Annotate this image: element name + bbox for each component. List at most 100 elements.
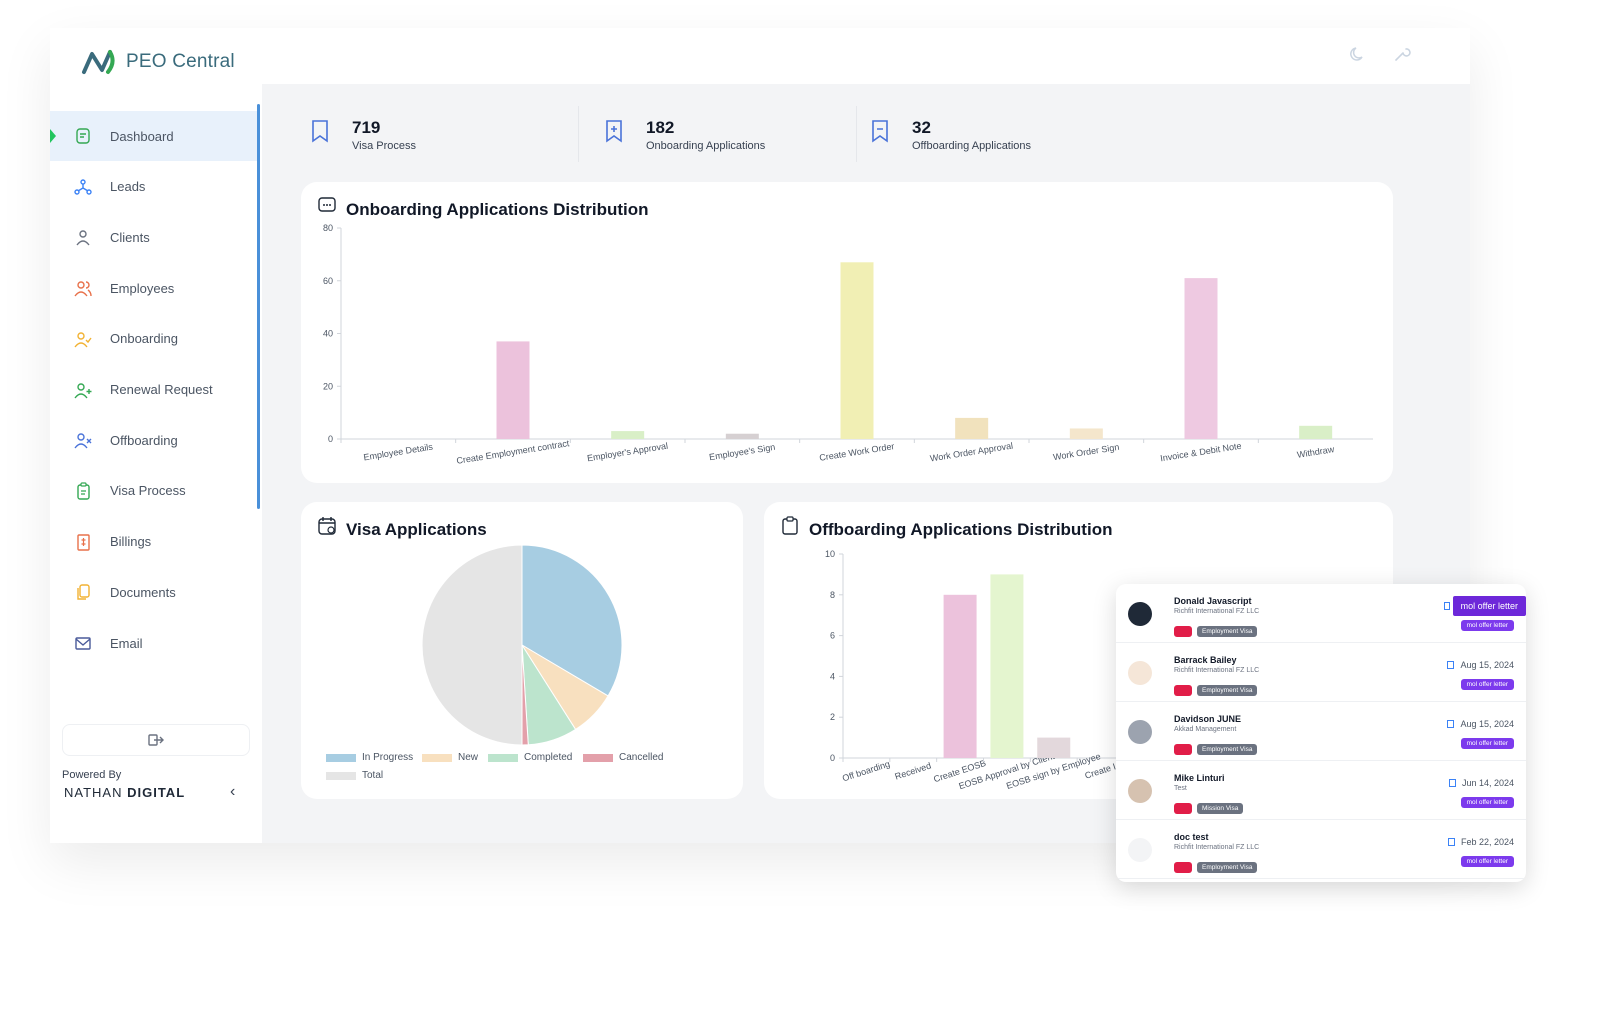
- stat-label: Onboarding Applications: [646, 140, 766, 152]
- wrench-icon[interactable]: [1392, 44, 1412, 64]
- calendar-icon: [1447, 720, 1455, 728]
- bar[interactable]: [725, 433, 759, 439]
- bar[interactable]: [990, 574, 1024, 758]
- status-badge[interactable]: mol offer letter: [1460, 620, 1514, 631]
- sidebar-item-leads[interactable]: Leads: [50, 162, 257, 212]
- status-badge[interactable]: mol offer letter: [1460, 738, 1514, 749]
- legend-label: New: [458, 752, 479, 763]
- bar[interactable]: [496, 341, 530, 439]
- collapse-sidebar-icon[interactable]: ‹: [230, 783, 236, 800]
- bookmark-plus-icon: [606, 120, 622, 143]
- sidebar-item-label: Email: [110, 635, 143, 651]
- x-tick-label: Off boarding: [841, 759, 891, 784]
- visa-type-badge: Employment Visa: [1197, 685, 1258, 696]
- app-name: PEO Central: [126, 51, 235, 72]
- sidebar-item-label: Clients: [110, 229, 150, 245]
- stat-divider: [856, 106, 857, 162]
- sidebar-item-offboarding[interactable]: Offboarding: [50, 415, 257, 465]
- brand-light: NATHAN: [64, 785, 123, 800]
- invoice-icon: [74, 533, 92, 551]
- x-tick-label: Work Order Approval: [929, 441, 1013, 464]
- date-text: Aug 15, 2024: [1460, 660, 1514, 670]
- bar[interactable]: [1184, 278, 1218, 439]
- app-logo[interactable]: PEO Central: [80, 48, 235, 76]
- legend-item[interactable]: Cancelled: [583, 752, 663, 763]
- onboarding-chart-card: Onboarding Applications Distribution 0 20…: [301, 182, 1393, 483]
- company-name: Richfit International FZ LLC: [1174, 844, 1260, 851]
- legend-swatch: [583, 753, 613, 762]
- x-tick-label: Employee Details: [363, 442, 434, 463]
- user-icon: [74, 228, 92, 246]
- popup-list-item[interactable]: Donald Javascript Richfit International F…: [1116, 584, 1526, 643]
- documents-icon: [74, 583, 92, 601]
- dashboard-icon: [74, 127, 92, 145]
- y-tick-label: 8: [830, 590, 835, 600]
- legend-item[interactable]: New: [422, 752, 478, 763]
- legend-item[interactable]: Completed: [488, 752, 572, 763]
- date-label: Aug 15, 2024: [1447, 660, 1514, 670]
- pie-slice[interactable]: [421, 544, 523, 746]
- sidebar-item-label: Billings: [110, 534, 152, 550]
- sidebar-item-onboarding[interactable]: Onboarding: [50, 314, 257, 364]
- y-tick-label: 0: [830, 753, 835, 763]
- y-tick-label: 80: [323, 223, 333, 233]
- bar[interactable]: [840, 262, 874, 439]
- legend-item[interactable]: In Progress: [326, 752, 413, 763]
- sidebar-item-label: Offboarding: [110, 432, 178, 448]
- visa-pie-chart: [421, 544, 623, 746]
- sidebar-item-visa-process[interactable]: Visa Process: [50, 466, 257, 516]
- date-text: Feb 22, 2024: [1460, 837, 1514, 847]
- legend-item[interactable]: Total: [326, 770, 383, 781]
- bar[interactable]: [1037, 737, 1071, 758]
- avatar: [1128, 602, 1152, 626]
- applicant-name: Davidson JUNE: [1174, 714, 1242, 724]
- status-badge[interactable]: mol offer letter: [1460, 856, 1514, 867]
- sidebar-item-employees[interactable]: Employees: [50, 263, 257, 313]
- legend-label: Completed: [524, 752, 573, 763]
- applicant-name: Donald Javascript: [1174, 596, 1252, 606]
- bar[interactable]: [943, 594, 977, 758]
- x-tick-label: Employer's Approval: [586, 441, 668, 464]
- stat-value: 32: [912, 118, 931, 137]
- legend-swatch: [422, 753, 452, 762]
- logout-button[interactable]: [62, 724, 250, 756]
- clipboard-icon: [782, 516, 798, 535]
- bar[interactable]: [1299, 425, 1333, 439]
- sidebar-item-renewal-request[interactable]: Renewal Request: [50, 365, 257, 415]
- sidebar-item-email[interactable]: Email: [50, 618, 257, 668]
- logout-icon: [148, 734, 164, 746]
- date-label: Aug 15, 2024: [1447, 719, 1514, 729]
- legend-label: Cancelled: [619, 752, 664, 763]
- peo-logo-icon: [82, 50, 115, 74]
- date-text: Jun 14, 2024: [1461, 778, 1514, 788]
- location-pin-icon: [1174, 744, 1192, 755]
- sidebar-item-dashboard[interactable]: Dashboard: [50, 111, 257, 161]
- popup-list-item[interactable]: Davidson JUNE Akkad Management Employment …: [1116, 702, 1526, 761]
- user-plus-icon: [74, 381, 92, 399]
- moon-icon[interactable]: [1348, 44, 1368, 64]
- sidebar-item-clients[interactable]: Clients: [50, 212, 257, 262]
- popup-list-item[interactable]: Barrack Bailey Richfit International FZ L…: [1116, 643, 1526, 702]
- calendar-icon: [1447, 838, 1455, 846]
- status-badge[interactable]: mol offer letter: [1460, 679, 1514, 690]
- status-badge[interactable]: mol offer letter: [1460, 797, 1514, 808]
- y-tick-label: 4: [830, 671, 835, 681]
- y-tick-label: 40: [323, 329, 333, 339]
- company-name: Richfit International FZ LLC: [1174, 608, 1260, 615]
- avatar: [1128, 779, 1152, 803]
- sidebar-item-label: Employees: [110, 280, 175, 296]
- bar[interactable]: [955, 417, 989, 439]
- sidebar-item-billings[interactable]: Billings: [50, 517, 257, 567]
- applicant-name: doc test: [1174, 832, 1209, 842]
- pie-slice[interactable]: [521, 544, 623, 697]
- brand-logo: NATHAN DIGITAL: [64, 785, 185, 800]
- sidebar-scrollbar[interactable]: [257, 104, 260, 509]
- bar[interactable]: [1069, 428, 1103, 439]
- bar[interactable]: [611, 431, 645, 439]
- popup-list-item[interactable]: Mike Linturi Test Mission Visa Jun 14, 2024…: [1116, 761, 1526, 820]
- date-text: Aug 15, 2024: [1460, 719, 1514, 729]
- sidebar-item-documents[interactable]: Documents: [50, 567, 257, 617]
- popup-list-item[interactable]: doc test Richfit International FZ LLC Empl…: [1116, 820, 1526, 879]
- x-tick-label: Invoice & Debit Note: [1160, 441, 1243, 464]
- sidebar-item-label: Renewal Request: [110, 382, 213, 397]
